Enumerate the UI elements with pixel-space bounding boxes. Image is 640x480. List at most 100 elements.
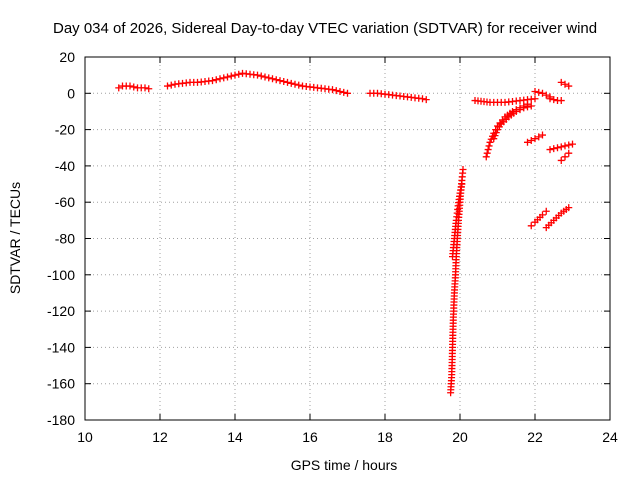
data-point [295, 81, 303, 89]
data-point [557, 97, 565, 105]
y-tick-label: -180 [47, 412, 75, 428]
data-point [535, 133, 543, 141]
data-point [344, 89, 351, 97]
data-point [491, 132, 499, 140]
grid-lines [85, 57, 610, 420]
plot-frame [84, 56, 611, 421]
data-point [484, 146, 492, 154]
data-point [527, 136, 535, 144]
axis-ticks [84, 56, 611, 421]
data-point [539, 89, 546, 97]
data-point [550, 145, 558, 153]
y-tick-label: -100 [47, 267, 75, 283]
data-point [569, 140, 576, 148]
data-point [458, 180, 466, 188]
y-tick-label: 20 [59, 49, 75, 65]
data-point [490, 135, 498, 143]
x-tick-label: 24 [602, 429, 618, 445]
data-point [272, 76, 280, 84]
data-point [141, 84, 149, 92]
data-point [512, 107, 520, 115]
data-point [209, 77, 216, 85]
data-point [527, 102, 535, 110]
data-point [164, 82, 171, 90]
data-points [115, 69, 576, 397]
data-point [269, 75, 276, 83]
data-point [561, 142, 569, 150]
data-point [419, 95, 426, 103]
x-tick-label: 16 [302, 429, 318, 445]
x-tick-label: 14 [227, 429, 243, 445]
data-point [561, 80, 569, 88]
data-point [212, 76, 220, 84]
x-tick-labels: 10 12 14 16 18 20 22 24 [77, 429, 618, 445]
data-point [261, 73, 269, 81]
data-point [280, 78, 288, 86]
y-tick-label: -20 [55, 122, 75, 138]
data-point [284, 78, 291, 86]
data-point [520, 104, 528, 112]
data-point [257, 72, 265, 80]
x-tick-label: 22 [527, 429, 543, 445]
data-point [220, 74, 228, 82]
data-point [485, 142, 493, 150]
data-point [492, 129, 500, 137]
data-point [227, 72, 235, 80]
data-point [130, 83, 138, 91]
data-point [216, 75, 224, 83]
data-point [516, 106, 524, 114]
data-point [565, 149, 573, 157]
data-point [254, 71, 261, 79]
data-point [231, 71, 239, 79]
y-tick-label: -80 [55, 231, 75, 247]
data-point [291, 80, 299, 88]
data-point [542, 207, 550, 215]
y-tick-label: 0 [67, 85, 75, 101]
x-axis-label: GPS time / hours [291, 457, 398, 473]
data-point [340, 88, 348, 96]
data-point [459, 166, 467, 174]
data-point [542, 91, 550, 99]
x-tick-label: 18 [377, 429, 393, 445]
data-point [167, 81, 175, 89]
data-point [482, 153, 490, 161]
data-point [557, 78, 565, 86]
y-axis-label: SDTVAR / TECUs [7, 182, 23, 294]
data-point [531, 95, 539, 103]
data-point [550, 96, 558, 104]
data-point [224, 73, 231, 81]
data-point [535, 88, 543, 96]
chart-title: Day 034 of 2026, Sidereal Day-to-day VTE… [53, 20, 597, 37]
data-point [115, 84, 123, 92]
x-tick-label: 12 [152, 429, 168, 445]
data-point [486, 138, 494, 146]
data-point [524, 103, 531, 111]
data-point [565, 141, 573, 149]
y-tick-label: -40 [55, 158, 75, 174]
x-tick-label: 10 [77, 429, 93, 445]
data-point [276, 77, 284, 85]
y-tick-label: -60 [55, 194, 75, 210]
data-point [546, 146, 554, 154]
data-point [422, 96, 430, 104]
data-point [287, 79, 295, 87]
data-point [126, 82, 134, 90]
data-point [527, 222, 535, 230]
data-point [561, 153, 569, 161]
data-point [557, 156, 565, 164]
data-point [265, 74, 273, 82]
data-point [531, 135, 539, 143]
data-point [565, 82, 573, 90]
data-point [531, 87, 539, 95]
data-point [145, 85, 153, 93]
y-tick-label: -120 [47, 303, 75, 319]
data-point [329, 86, 336, 94]
data-point [336, 87, 344, 95]
data-point [235, 70, 243, 78]
data-point [539, 131, 546, 139]
data-point [332, 87, 340, 95]
y-tick-label: -160 [47, 376, 75, 392]
data-point [483, 149, 491, 157]
data-point [557, 143, 565, 151]
